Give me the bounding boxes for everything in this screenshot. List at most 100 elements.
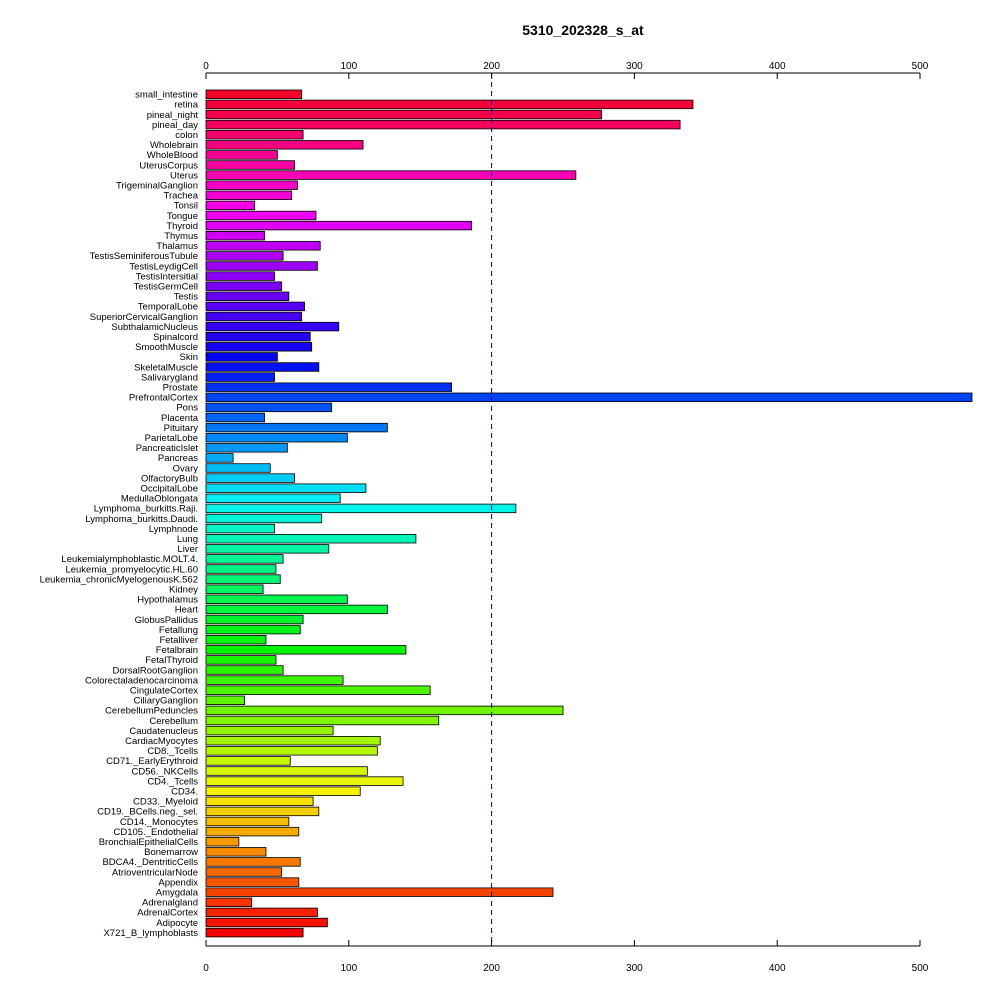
bar — [205, 291, 290, 302]
category-label: CD105._Endothelial — [113, 827, 198, 838]
bar — [205, 160, 295, 170]
category-labels: small_intestineretinapineal_nightpineal_… — [40, 90, 199, 939]
category-label: Lymphoma_burkitts.Daudi. — [85, 514, 198, 525]
category-label: Hypothalamus — [137, 595, 198, 606]
bar — [205, 402, 333, 413]
top-tick-label: 0 — [203, 61, 209, 72]
category-label: Salivarygland — [141, 372, 198, 383]
bar — [205, 826, 300, 837]
bar — [205, 119, 681, 130]
category-label: Leukemia_promyelocytic.HL.60 — [65, 564, 198, 575]
bar — [205, 503, 517, 514]
category-label: Wholebrain — [150, 140, 198, 151]
bars-group — [205, 89, 973, 938]
bar — [205, 594, 348, 605]
category-label: Bonemarrow — [144, 847, 198, 858]
category-label: CD19._BCells.neg._sel. — [97, 807, 198, 818]
category-label: Adrenalgland — [142, 898, 198, 909]
category-label: pineal_day — [152, 120, 198, 131]
bar — [205, 907, 318, 918]
category-label: Spinalcord — [153, 332, 198, 343]
bar — [205, 513, 323, 524]
category-label: Colorectaladenocarcinoma — [85, 675, 199, 686]
category-label: PrefrontalCortex — [129, 393, 198, 404]
bar — [205, 554, 284, 564]
bar — [205, 645, 407, 655]
bar — [205, 574, 281, 584]
bar — [205, 685, 431, 695]
category-label: pineal_night — [147, 110, 199, 121]
bar — [205, 867, 283, 877]
category-label: OccipitalLobe — [140, 484, 198, 495]
category-label: X721_B_lymphoblasts — [103, 928, 198, 939]
bar — [205, 150, 278, 160]
category-label: SkeletalMuscle — [134, 362, 198, 373]
category-label: CerebellumPeduncles — [105, 706, 198, 717]
category-label: CD56._NKCells — [131, 766, 198, 777]
category-label: retina — [174, 100, 198, 111]
top-tick-label: 100 — [340, 61, 357, 72]
category-label: CD71._EarlyErythroid — [106, 756, 198, 767]
category-label: CD33._Myeloid — [133, 797, 198, 808]
category-label: SuperiorCervicalGanglion — [90, 312, 198, 323]
category-label: Fetalbrain — [156, 645, 198, 656]
category-label: CD8._Tcells — [147, 746, 198, 757]
category-label: SmoothMuscle — [135, 342, 198, 353]
bar — [205, 534, 417, 544]
bar — [205, 331, 311, 342]
category-label: TestisGermCell — [134, 282, 198, 293]
bar — [205, 756, 291, 766]
bar — [205, 352, 278, 362]
category-label: Lung — [177, 534, 198, 545]
bar — [205, 412, 265, 423]
category-label: AtrioventricularNode — [112, 867, 198, 878]
bar — [205, 736, 381, 746]
bar — [205, 311, 303, 322]
category-label: Thyroid — [166, 221, 198, 232]
category-label: Liver — [177, 544, 198, 555]
bar — [205, 281, 283, 291]
bar — [205, 917, 328, 928]
bar — [205, 776, 404, 786]
bar — [205, 715, 440, 726]
category-label: TestisSeminiferousTubule — [90, 251, 198, 262]
bar — [205, 847, 267, 857]
top-tick-label: 300 — [626, 61, 643, 72]
bar — [205, 230, 265, 241]
bar — [205, 200, 255, 211]
bar — [205, 544, 330, 554]
category-label: Prostate — [163, 383, 198, 394]
category-label: WholeBlood — [147, 150, 198, 161]
bar — [205, 301, 305, 312]
bar — [205, 786, 361, 796]
bar — [205, 443, 288, 453]
bar — [205, 210, 317, 221]
category-label: CardiacMyocytes — [125, 736, 198, 747]
category-label: Fetallung — [159, 625, 198, 636]
category-label: Uterus — [170, 170, 198, 181]
category-label: CD14._Monocytes — [120, 817, 198, 828]
category-label: DorsalRootGanglion — [112, 665, 198, 676]
category-label: Skin — [180, 352, 198, 363]
bar — [205, 372, 275, 382]
bar — [205, 564, 277, 574]
bar — [205, 422, 388, 433]
bar — [205, 725, 334, 736]
bar — [205, 614, 304, 625]
bar — [205, 180, 298, 190]
category-label: Appendix — [158, 877, 198, 888]
category-label: OlfactoryBulb — [141, 473, 198, 484]
bar — [205, 109, 602, 120]
category-label: Thymus — [164, 231, 198, 242]
category-label: SubthalamicNucleus — [111, 322, 198, 333]
bottom-tick-label: 300 — [626, 963, 643, 974]
category-label: TemporalLobe — [138, 302, 198, 313]
bar — [205, 453, 234, 463]
category-label: Pancreas — [158, 453, 198, 464]
bottom-axis: 0 100 200 300 400 500 — [203, 940, 929, 974]
bottom-tick-label: 0 — [203, 963, 209, 974]
category-label: small_intestine — [135, 90, 198, 101]
category-label: Fetalliver — [159, 635, 198, 646]
bar — [205, 806, 320, 817]
category-label: Pons — [176, 403, 198, 414]
